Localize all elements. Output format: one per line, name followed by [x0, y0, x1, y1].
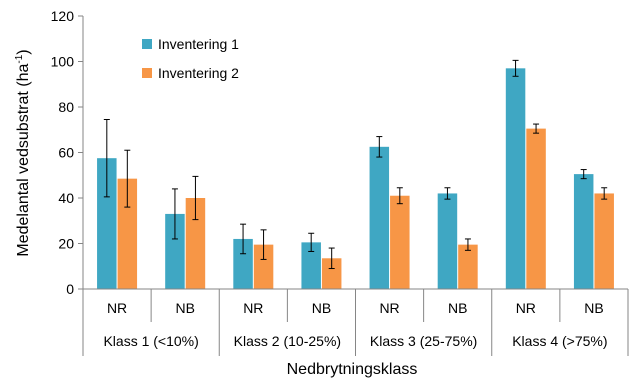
x-subcategory-label: NR — [516, 300, 536, 316]
bar-inventering-2 — [321, 258, 342, 289]
y-axis: 0 20 40 60 80 100 120 — [51, 8, 84, 297]
legend-label-inventering-2: Inventering 2 — [158, 65, 239, 81]
y-tick-label: 40 — [58, 190, 74, 206]
y-axis-title: Medelantal vedsubstrat (ha-1) — [14, 49, 32, 256]
x-subcategory-label: NB — [584, 300, 603, 316]
x-group-label: Klass 1 (<10%) — [103, 333, 198, 349]
bar-inventering-2 — [390, 195, 410, 289]
bar-inventering-1 — [369, 146, 390, 289]
bar-inventering-1 — [505, 68, 526, 289]
bar-inventering-1 — [437, 193, 458, 289]
bar-inventering-1 — [97, 158, 117, 289]
x-group-label: Klass 4 (>75%) — [512, 333, 607, 349]
y-tick-label: 80 — [58, 99, 74, 115]
x-group-label: Klass 3 (25-75%) — [370, 333, 477, 349]
x-subcategory-label: NR — [107, 300, 127, 316]
x-subcategory-label: NR — [243, 300, 263, 316]
x-axis-title: Nedbrytningsklass — [287, 361, 418, 378]
legend: Inventering 1 Inventering 2 — [142, 36, 239, 81]
y-tick-label: 120 — [51, 8, 75, 24]
bar-inventering-2 — [594, 193, 614, 289]
legend-label-inventering-1: Inventering 1 — [158, 36, 239, 52]
bars — [97, 59, 614, 289]
bar-inventering-1 — [233, 238, 253, 289]
x-axis: NR NB Klass 1 (<10%) NR NB Klass 2 (10-25%) NR… — [82, 288, 629, 356]
x-subcategory-label: NR — [379, 300, 399, 316]
y-tick-label: 0 — [66, 281, 74, 297]
bar-inventering-1 — [301, 242, 321, 289]
x-subcategory-label: NB — [448, 300, 467, 316]
legend-swatch-inventering-2 — [142, 68, 152, 78]
bar-inventering-2 — [458, 244, 478, 289]
bar-inventering-2 — [526, 128, 546, 289]
y-tick-label: 100 — [51, 54, 75, 70]
y-tick-label: 20 — [58, 236, 74, 252]
bar-inventering-2 — [253, 244, 274, 289]
x-subcategory-label: NB — [312, 300, 331, 316]
x-group-label: Klass 2 (10-25%) — [234, 333, 341, 349]
bar-inventering-2 — [185, 198, 206, 289]
bar-inventering-1 — [165, 213, 185, 289]
legend-swatch-inventering-1 — [142, 39, 152, 49]
x-subcategory-label: NB — [175, 300, 194, 316]
bar-inventering-2 — [117, 178, 138, 289]
y-tick-label: 60 — [58, 145, 74, 161]
bar-inventering-1 — [573, 174, 594, 289]
